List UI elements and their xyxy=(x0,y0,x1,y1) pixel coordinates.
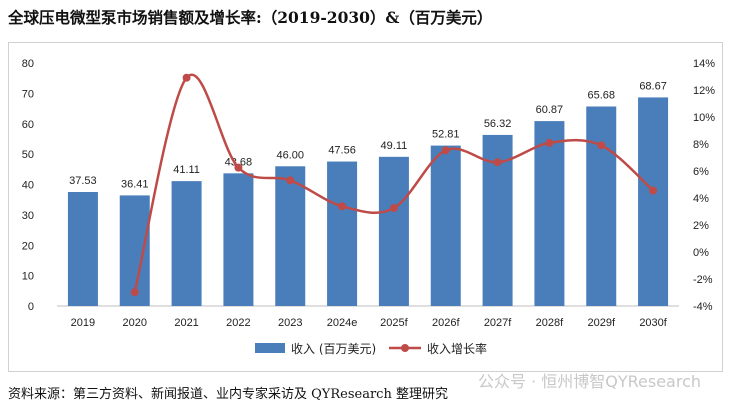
chart-area: 0 10 20 30 40 50 60 70 80 -4% -2% 0% 2% 4% 6% 8% 10% 12% 1… xyxy=(8,42,723,372)
bar xyxy=(638,97,669,306)
y-right-tick-label: 10% xyxy=(693,112,715,124)
bar xyxy=(586,106,617,306)
legend-line-label: 收入增长率 xyxy=(427,341,487,356)
x-tick-label: 2023 xyxy=(278,317,302,329)
x-tick-label: 2027f xyxy=(484,317,512,329)
x-tick-label: 2030f xyxy=(639,317,667,329)
y-left-tick-label: 30 xyxy=(22,210,34,222)
y-right-tick-label: 8% xyxy=(693,139,709,151)
y-left-tick-label: 60 xyxy=(22,119,34,131)
y-right-tick-label: -4% xyxy=(693,301,713,313)
x-tick-label: 2028f xyxy=(536,317,564,329)
legend-bar-label: 收入 (百万美元) xyxy=(291,342,376,356)
y-left-tick-label: 80 xyxy=(22,58,34,70)
growth-rate-point xyxy=(338,202,347,211)
x-tick-label: 2020 xyxy=(123,317,147,329)
growth-rate-point xyxy=(234,163,243,172)
x-tick-label: 2021 xyxy=(174,317,198,329)
y-right-tick-label: -2% xyxy=(693,274,713,286)
bar-value-label: 65.68 xyxy=(587,89,615,101)
bar xyxy=(378,156,409,306)
y-right-tick-label: 6% xyxy=(693,166,709,178)
growth-rate-point xyxy=(545,138,554,147)
bar-value-label: 37.53 xyxy=(69,175,97,187)
growth-rate-point xyxy=(389,203,398,212)
legend-line-marker xyxy=(401,344,409,352)
y-right-tick-label: 2% xyxy=(693,220,709,232)
bar xyxy=(327,161,358,306)
x-tick-label: 2022 xyxy=(226,317,250,329)
y-right-tick-label: 14% xyxy=(693,58,715,70)
combo-chart: 0 10 20 30 40 50 60 70 80 -4% -2% 0% 2% 4% 6% 8% 10% 12% 1… xyxy=(22,58,715,356)
y-left-tick-label: 0 xyxy=(28,301,34,313)
bar xyxy=(430,145,461,306)
y-left-tick-label: 10 xyxy=(22,271,34,283)
growth-rate-point xyxy=(441,146,450,155)
x-tick-label: 2029f xyxy=(587,317,615,329)
bar-value-label: 49.11 xyxy=(381,140,408,152)
y-left-tick-label: 20 xyxy=(22,240,34,252)
growth-rate-point xyxy=(649,186,658,195)
source-note: 资料来源：第三方资料、新闻报道、业内专家采访及 QYResearch 整理研究 xyxy=(8,387,448,402)
chart-title: 全球压电微型泵市场销售额及增长率:（2019-2030）&（百万美元） xyxy=(8,8,493,27)
y-left-tick-label: 50 xyxy=(22,149,34,161)
x-tick-label: 2026f xyxy=(432,317,460,329)
x-tick-label: 2024e xyxy=(327,317,358,329)
bar-value-label: 47.56 xyxy=(328,145,356,157)
bar-value-label: 60.87 xyxy=(536,104,564,116)
watermark: 公众号 · 恒州博智QYResearch xyxy=(478,372,702,391)
bar-value-label: 56.32 xyxy=(484,118,512,130)
bar xyxy=(67,192,98,306)
y-left-tick-label: 40 xyxy=(22,180,34,192)
growth-rate-point xyxy=(597,141,606,150)
growth-rate-point xyxy=(130,288,139,297)
legend-bar-swatch xyxy=(255,343,285,353)
bar xyxy=(275,166,306,306)
bar xyxy=(171,181,202,306)
y-right-tick-label: 12% xyxy=(693,85,715,97)
x-tick-label: 2019 xyxy=(71,317,95,329)
y-left-tick-label: 70 xyxy=(22,88,34,100)
growth-rate-line xyxy=(133,73,654,293)
bar-value-label: 46.00 xyxy=(276,149,304,161)
y-right-tick-label: 4% xyxy=(693,193,709,205)
growth-rate-point xyxy=(493,158,502,167)
y-right-tick-label: 0% xyxy=(693,247,709,259)
bar xyxy=(534,121,565,306)
growth-rate-point xyxy=(286,176,295,185)
bar-value-label: 41.11 xyxy=(173,164,200,176)
bar-value-label: 36.41 xyxy=(121,178,149,190)
growth-rate-point xyxy=(182,73,191,82)
bar xyxy=(223,173,254,306)
bar-value-label: 68.67 xyxy=(639,80,667,92)
bar-value-label: 52.81 xyxy=(432,129,460,141)
x-tick-label: 2025f xyxy=(380,317,408,329)
